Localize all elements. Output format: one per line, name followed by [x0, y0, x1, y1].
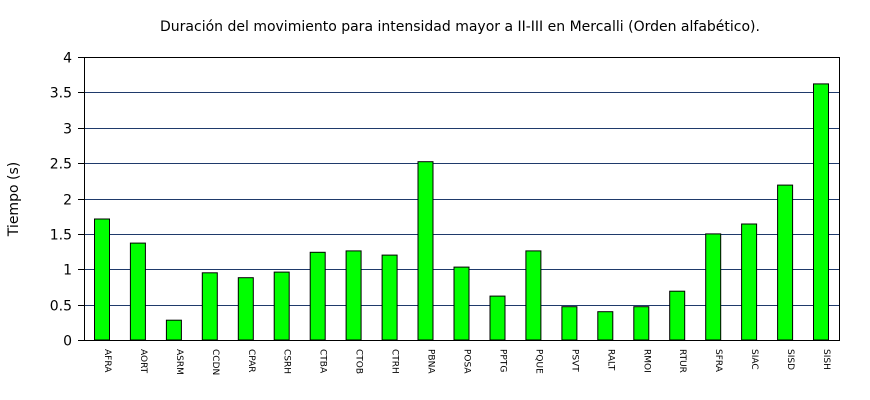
- bar-cpar: [237, 277, 254, 341]
- x-tick-label: CPAR: [246, 349, 256, 373]
- x-tick-label: CSRH: [282, 349, 292, 374]
- x-tick-label: RALT: [605, 349, 615, 371]
- bar-ccdn: [201, 272, 218, 341]
- x-tick-label: SISD: [785, 349, 795, 370]
- x-tick-label: CTBA: [318, 349, 328, 374]
- x-tick-label: AORT: [138, 349, 148, 374]
- bar-afra: [94, 218, 110, 341]
- x-tick-label: PPTG: [498, 349, 508, 372]
- x-tick-label: CCDN: [210, 349, 220, 375]
- bar-ctob: [345, 250, 362, 341]
- y-tick-label: 2.5: [50, 157, 72, 173]
- bar-sisd: [777, 184, 794, 341]
- y-tick-label: 1: [63, 263, 72, 279]
- bar-rtur: [669, 290, 686, 341]
- y-tick-label: 1.5: [50, 228, 72, 244]
- y-tick-label: 0.5: [50, 299, 72, 315]
- gridlines: [84, 92, 839, 306]
- x-tick-label: PQUE: [533, 349, 543, 374]
- x-tick-label: AFRA: [102, 349, 112, 373]
- bar-pbna: [417, 161, 434, 341]
- x-tick-label: PBNA: [426, 349, 436, 374]
- bar-pptg: [489, 295, 506, 341]
- y-tick-label: 3: [63, 122, 72, 138]
- bar-aort: [129, 242, 146, 341]
- y-tick-label: 0: [63, 334, 72, 350]
- bar-ctba: [309, 251, 326, 341]
- x-axis-ticks: AFRA AORT ASRM CCDN CPAR CSRH CTBA CTOB CTRH PBNA…: [102, 349, 831, 375]
- x-tick-label: ASRM: [174, 349, 184, 375]
- bar-siac: [741, 223, 758, 341]
- y-tick-label: 4: [63, 51, 72, 67]
- x-tick-label: SFRA: [713, 349, 723, 373]
- bar-rmoi: [633, 306, 650, 341]
- x-tick-label: CTOB: [354, 349, 364, 374]
- x-tick-label: SISH: [821, 349, 831, 370]
- x-tick-label: PSVT: [569, 349, 579, 372]
- bar-csrh: [273, 271, 290, 341]
- x-tick-label: RTUR: [677, 349, 687, 373]
- bars: [94, 83, 829, 341]
- bar-pque: [525, 250, 542, 341]
- y-axis-ticks: 0 0.5 1 1.5 2 2.5 3 3.5 4: [50, 51, 84, 350]
- x-tick-label: CTRH: [390, 349, 400, 374]
- chart-title: Duración del movimiento para intensidad …: [160, 19, 760, 35]
- bar-sish: [813, 83, 829, 341]
- x-tick-label: RMOI: [641, 349, 651, 373]
- bar-posa: [453, 266, 470, 341]
- y-tick-label: 3.5: [50, 86, 72, 102]
- bar-asrm: [165, 319, 182, 341]
- plot-frame: [84, 57, 840, 341]
- y-tick-label: 2: [63, 193, 72, 209]
- x-tick-label: POSA: [462, 349, 472, 374]
- y-axis-label: Tiempo (s): [6, 162, 22, 237]
- bar-ctrh: [381, 254, 398, 341]
- bar-sfra: [705, 233, 722, 341]
- bar-psvt: [561, 306, 578, 341]
- x-tick-label: SIAC: [749, 349, 759, 370]
- bar-ralt: [597, 311, 614, 341]
